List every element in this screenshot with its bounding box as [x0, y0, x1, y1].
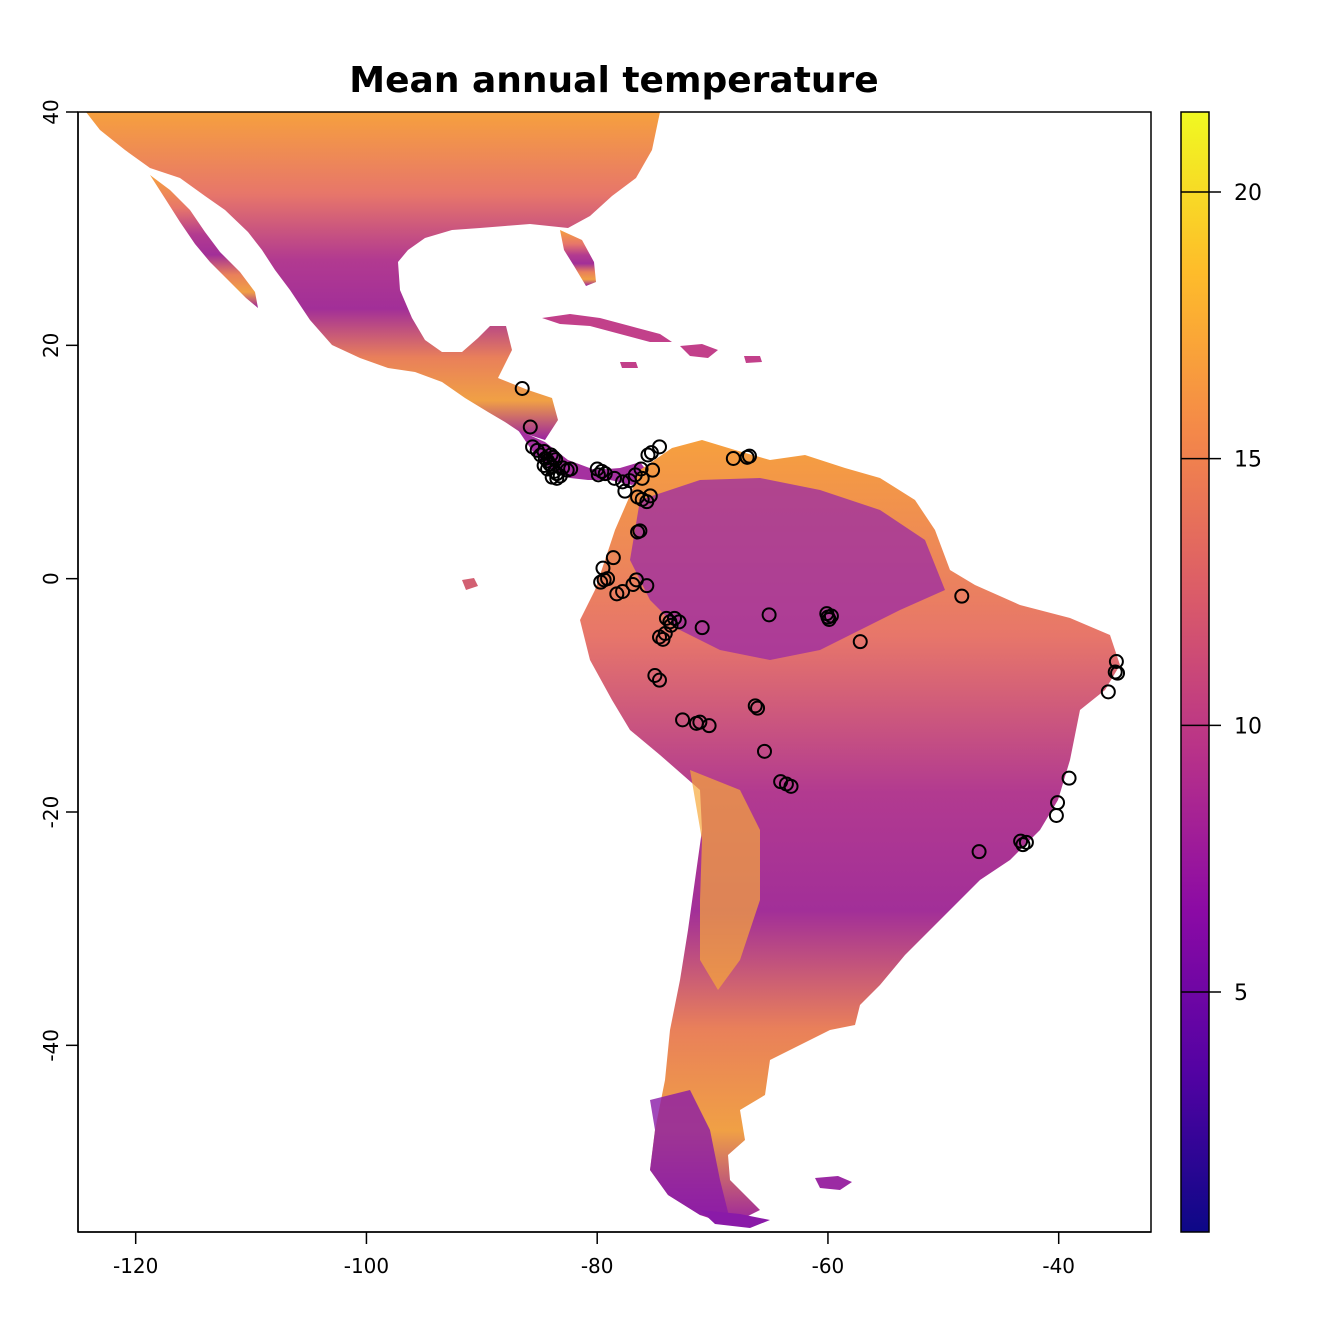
plot-area [77, 111, 1152, 1233]
occurrence-point [671, 614, 687, 630]
occurrence-point [651, 672, 667, 688]
occurrence-point [642, 488, 658, 504]
y-tick-label: 20 [39, 333, 63, 358]
colorbar-tick-label: 20 [1234, 181, 1262, 206]
occurrence-point [852, 634, 868, 650]
occurrence-point [615, 584, 631, 599]
occurrence-point [954, 588, 970, 604]
occurrence-point [1110, 665, 1126, 681]
occurrence-point [701, 718, 717, 734]
occurrence-point [1108, 654, 1124, 669]
occurrence-point [655, 631, 671, 647]
patagonia-shading [650, 1090, 730, 1220]
occurrence-point [1061, 770, 1077, 786]
occurrence-point [639, 578, 655, 594]
occurrence-point [1015, 837, 1031, 853]
occurrence-point [651, 629, 667, 645]
colorbar-gradient [1180, 111, 1210, 1233]
occurrence-point [545, 449, 561, 465]
x-tick-label: -120 [113, 1254, 158, 1278]
occurrence-point [645, 462, 661, 478]
y-tick-label: -20 [39, 796, 63, 829]
occurrence-point [540, 461, 556, 477]
x-axis: -120 -100 -80 -60 -40 [78, 1231, 1151, 1278]
occurrence-point [666, 610, 682, 626]
landmass-puerto-rico [744, 356, 762, 363]
occurrence-point [1048, 808, 1064, 823]
x-tick-label: -80 [581, 1254, 614, 1278]
occurrence-point [605, 550, 621, 566]
land-layer [86, 112, 1120, 1228]
occurrence-point [632, 523, 648, 539]
landmass-galapagos [462, 578, 478, 590]
occurrence-point [747, 698, 763, 714]
occurrence-point [1013, 833, 1029, 849]
occurrence-point [821, 612, 837, 627]
occurrence-point [750, 700, 766, 716]
occurrence-point [823, 608, 839, 624]
occurrence-point [1018, 834, 1034, 850]
occurrence-point [675, 712, 691, 728]
occurrence-point [756, 743, 772, 759]
occurrence-point [600, 571, 616, 587]
colorbar-tick-label: 15 [1234, 448, 1262, 473]
landmass-jamaica [620, 362, 638, 368]
occurrence-point [647, 668, 663, 683]
x-tick-label: -60 [812, 1254, 845, 1278]
y-tick-label: -40 [39, 1029, 63, 1062]
amazon-basin-shading [630, 478, 945, 660]
occurrence-point [522, 419, 538, 435]
occurrence-point [651, 439, 667, 455]
landmass-cuba [542, 314, 672, 342]
occurrence-point [615, 474, 631, 490]
occurrence-point [597, 466, 613, 482]
landmass-hispaniola [680, 344, 718, 358]
landmass-isthmus [518, 430, 650, 485]
colorbar-tick-label: 10 [1234, 714, 1262, 739]
landmass-falklands [815, 1176, 852, 1190]
y-tick-label: 40 [39, 99, 63, 124]
occurrence-point [640, 447, 656, 463]
occurrence-points [514, 381, 1126, 860]
occurrence-point [543, 447, 559, 463]
occurrence-point [634, 470, 650, 486]
map-title: Mean annual temperature [349, 60, 878, 101]
landmass-florida [560, 230, 596, 286]
landmass-tierra-del-fuego [700, 1210, 770, 1228]
y-tick-label: 0 [39, 572, 63, 585]
colorbar-tick-label: 5 [1234, 981, 1248, 1006]
x-tick-label: -40 [1042, 1254, 1075, 1278]
landmass-baja-california [150, 175, 258, 308]
x-tick-label: -100 [344, 1254, 389, 1278]
y-axis: 40 20 0 -20 -40 [39, 99, 79, 1232]
landmass-north-central-america [86, 112, 660, 440]
occurrence-point [594, 463, 610, 479]
occurrence-point [607, 470, 622, 486]
occurrence-point [971, 844, 987, 860]
occurrence-point [633, 461, 649, 477]
occurrence-point [590, 467, 606, 483]
occurrence-point [563, 461, 579, 477]
andes-warm-band [690, 770, 760, 990]
occurrence-point [1100, 684, 1116, 700]
occurrence-point [741, 448, 757, 464]
occurrence-point [514, 381, 530, 396]
occurrence-point [694, 620, 710, 636]
occurrence-point [761, 607, 777, 623]
colorbar-legend: 20 15 10 5 [1180, 111, 1262, 1233]
occurrence-point [593, 574, 609, 590]
occurrence-point [692, 714, 708, 730]
occurrence-point [783, 778, 799, 794]
